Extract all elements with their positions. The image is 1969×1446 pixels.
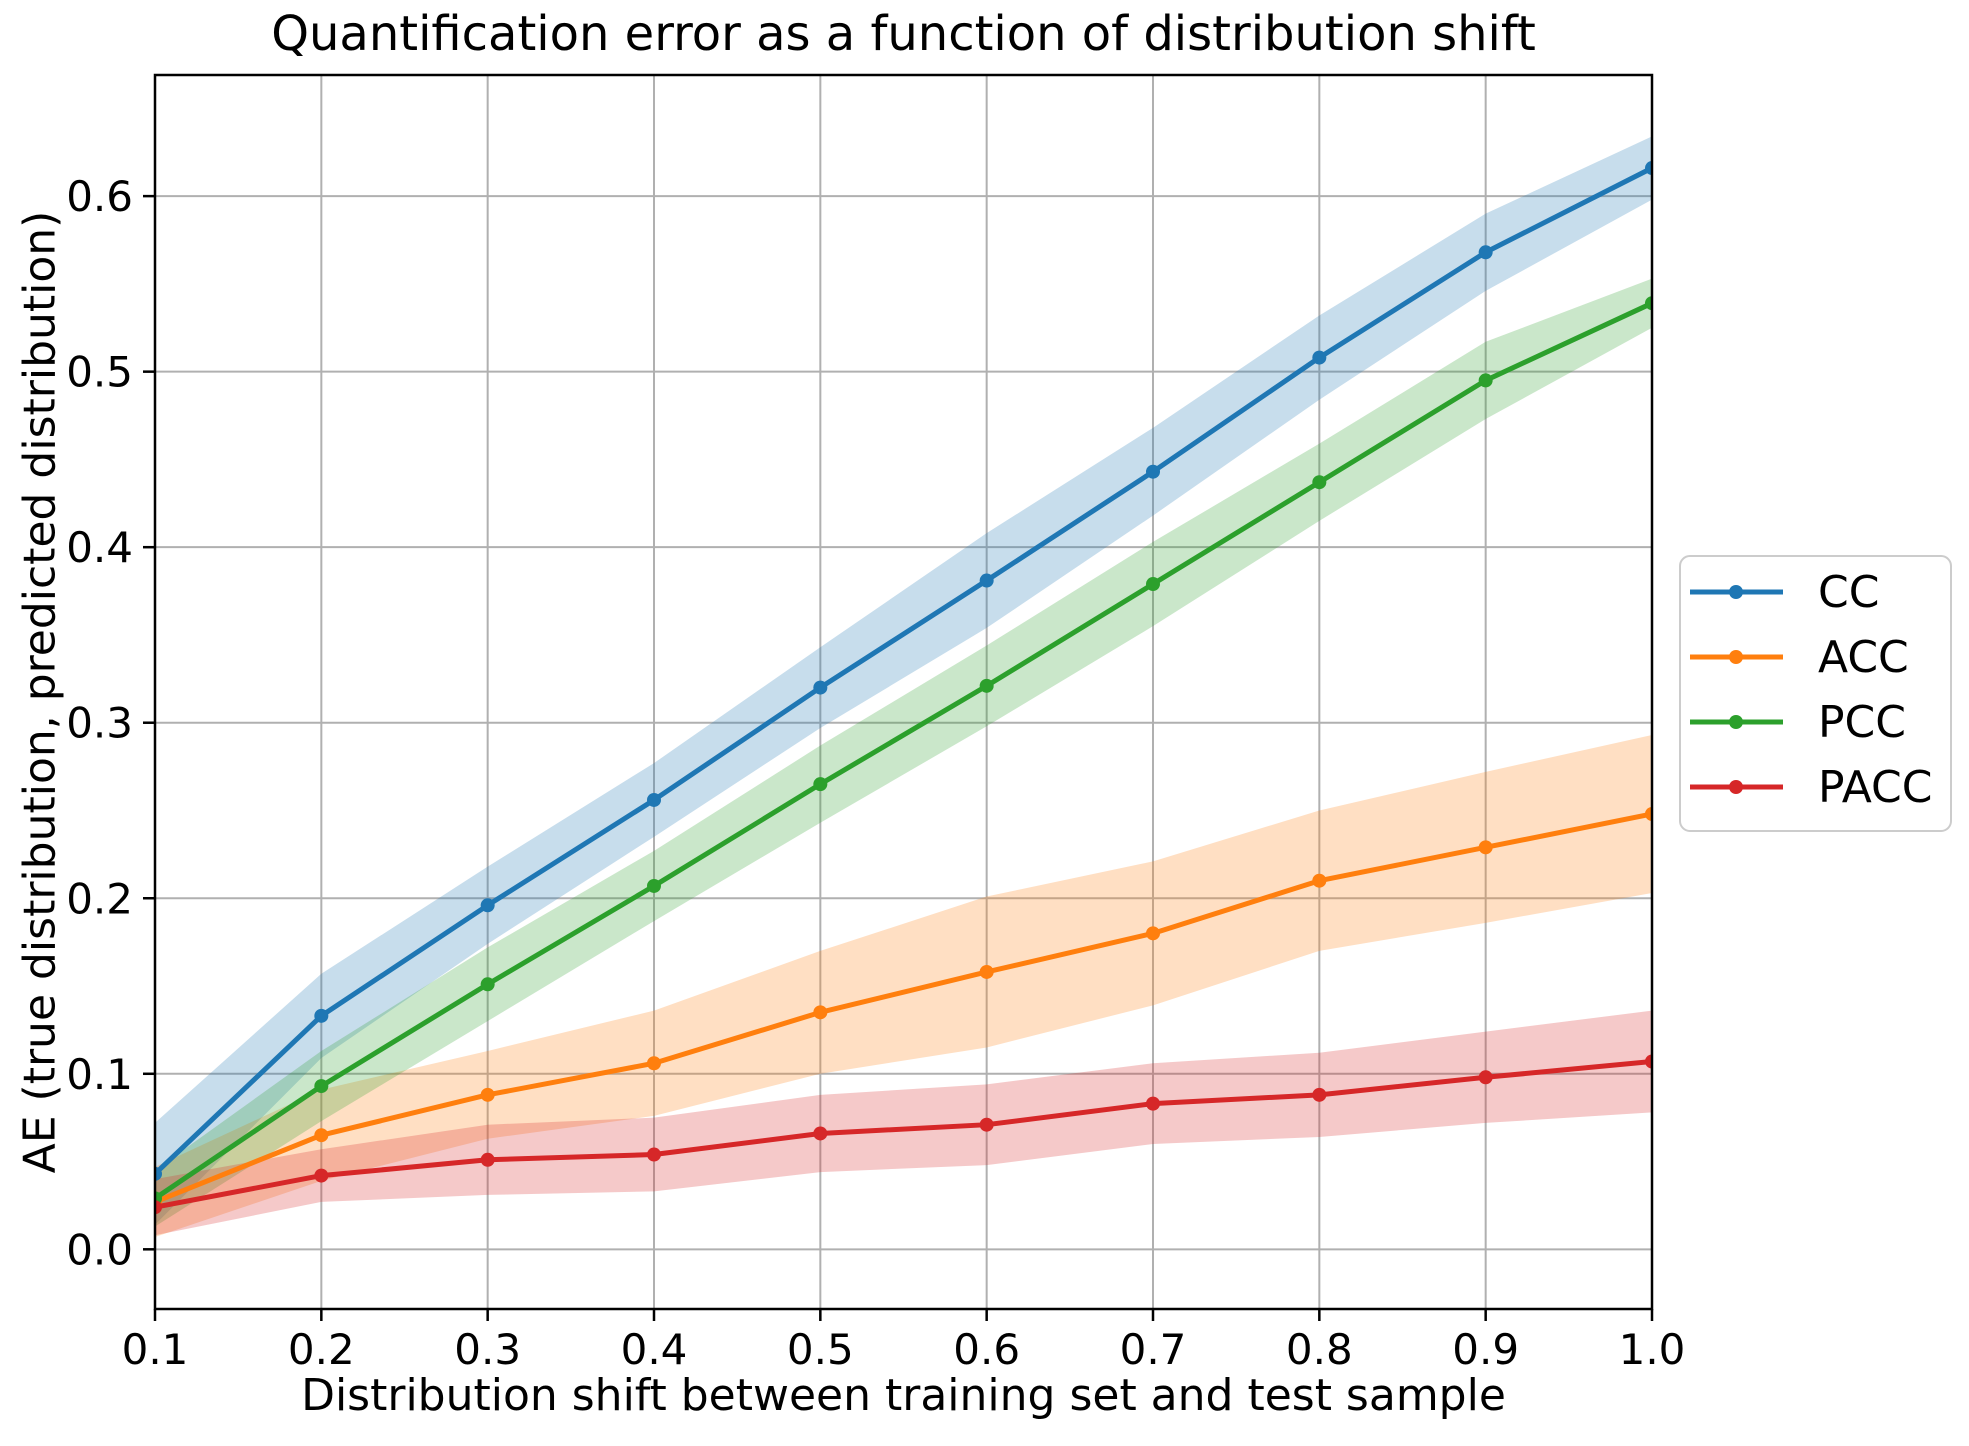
series-marker-PACC <box>1645 1054 1652 1069</box>
x-tick-label: 0.1 <box>122 1325 189 1374</box>
line-group <box>155 161 1652 1215</box>
tick-group <box>143 194 1654 1321</box>
series-line-PACC <box>155 1058 1652 1210</box>
series-line-PCC <box>155 300 1652 1201</box>
series-marker-ACC <box>314 1128 329 1143</box>
series-marker-PCC <box>1645 296 1652 311</box>
x-tick-label: 1.0 <box>1619 1325 1686 1374</box>
legend-label-CC: CC <box>1818 567 1879 618</box>
series-marker-PCC <box>480 977 495 992</box>
series-marker-PCC <box>314 1079 329 1094</box>
x-tick-label: 0.8 <box>1286 1325 1353 1374</box>
series-line-ACC <box>155 811 1652 1205</box>
series-marker-PACC <box>314 1168 329 1183</box>
y-tick-label: 0.6 <box>66 172 133 221</box>
series-line-CC <box>155 165 1652 1177</box>
legend-label-PACC: PACC <box>1818 762 1933 813</box>
series-marker-CC <box>1312 350 1327 365</box>
series-marker-CC <box>979 573 994 588</box>
series-marker-ACC <box>647 1056 661 1071</box>
series-marker-CC <box>1478 245 1493 260</box>
series-marker-PACC <box>979 1117 994 1132</box>
axes-frame <box>153 73 1654 1311</box>
legend-marker-PACC <box>1729 780 1743 794</box>
series-marker-CC <box>1645 161 1652 176</box>
series-marker-PCC <box>979 678 994 693</box>
y-axis-label: AE (true distribution, predicted distrib… <box>14 210 66 1174</box>
series-marker-CC <box>1146 464 1160 479</box>
series-marker-PCC <box>1478 373 1493 388</box>
y-tick-label: 0.2 <box>66 874 133 923</box>
series-marker-ACC <box>1146 926 1160 941</box>
series-marker-PCC <box>1312 475 1327 490</box>
series-marker-CC <box>647 792 661 807</box>
axes-background <box>155 75 1652 1309</box>
series-marker-ACC <box>979 964 994 979</box>
y-tick-label: 0.1 <box>66 1050 133 1099</box>
legend-label-PCC: PCC <box>1818 697 1906 748</box>
series-marker-ACC <box>480 1087 495 1102</box>
x-axis-label: Distribution shift between training set … <box>301 1370 1506 1421</box>
series-marker-PCC <box>813 777 828 792</box>
series-marker-ACC <box>1478 840 1493 855</box>
x-tick-label: 0.3 <box>454 1325 521 1374</box>
legend-label-ACC: ACC <box>1818 632 1909 683</box>
series-marker-PACC <box>647 1147 661 1162</box>
x-tick-label: 0.9 <box>1452 1325 1519 1374</box>
band-group <box>155 136 1652 1238</box>
y-tick-label: 0.0 <box>66 1225 133 1274</box>
series-marker-PACC <box>813 1126 828 1141</box>
legend: CC ACC PCC PACC <box>1679 555 1952 832</box>
confidence-band-PACC <box>155 1010 1652 1236</box>
series-marker-CC <box>480 898 495 913</box>
legend-marker-PCC <box>1729 715 1743 729</box>
series-marker-PCC <box>647 878 661 893</box>
confidence-band-CC <box>155 136 1652 1225</box>
series-marker-ACC <box>1645 806 1652 821</box>
y-tick-label: 0.5 <box>66 348 133 397</box>
series-marker-PACC <box>1478 1070 1493 1085</box>
series-marker-PACC <box>1312 1087 1327 1102</box>
legend-marker-ACC <box>1729 650 1743 664</box>
series-marker-PCC <box>1146 577 1160 592</box>
x-tick-label: 0.2 <box>288 1325 355 1374</box>
x-tick-label: 0.4 <box>621 1325 688 1374</box>
series-marker-PACC <box>155 1200 162 1215</box>
series-marker-CC <box>813 680 828 695</box>
legend-box <box>1679 555 1952 832</box>
x-tick-label-group: 0.1 0.2 0.3 0.4 0.5 0.6 0.7 0.8 0.9 1.0 <box>122 1325 1686 1374</box>
x-tick-label: 0.5 <box>787 1325 854 1374</box>
series-marker-PACC <box>480 1152 495 1167</box>
series-marker-CC <box>155 1166 162 1181</box>
y-tick-label: 0.3 <box>66 699 133 748</box>
legend-marker-CC <box>1729 585 1743 599</box>
chart-title: Quantification error as a function of di… <box>271 6 1536 62</box>
confidence-band-ACC <box>155 735 1652 1238</box>
series-marker-ACC <box>813 1005 828 1020</box>
y-tick-label: 0.4 <box>66 523 133 572</box>
series-marker-ACC <box>1312 873 1327 888</box>
series-marker-PACC <box>1146 1096 1160 1111</box>
x-tick-label: 0.6 <box>953 1325 1020 1374</box>
x-tick-label: 0.7 <box>1120 1325 1187 1374</box>
y-tick-label-group: 0.0 0.1 0.2 0.3 0.4 0.5 0.6 <box>66 172 133 1274</box>
confidence-band-PCC <box>155 278 1652 1227</box>
series-marker-CC <box>314 1008 329 1023</box>
